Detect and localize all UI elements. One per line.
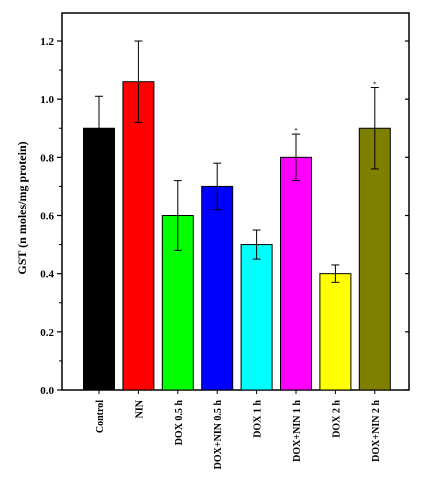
bar xyxy=(280,156,312,391)
x-tick-label: DOX 2 h xyxy=(331,400,342,438)
bar xyxy=(240,244,273,391)
y-tick-label: 0.6 xyxy=(40,211,54,223)
x-tick-label: DOX+NIN 2 h xyxy=(371,400,382,462)
significance-marker: * xyxy=(373,81,377,89)
bar xyxy=(319,273,352,391)
bar xyxy=(358,127,391,391)
bar xyxy=(83,127,115,391)
y-axis-title: GST (n moles/mg protein) xyxy=(15,141,29,274)
y-tick-label: 1.2 xyxy=(40,36,54,48)
plot-frame xyxy=(61,12,410,391)
x-axis: Control NIN DOX 0.5 h DOX+NIN 0.5 h DOX 1 h D… xyxy=(95,390,382,469)
bars: ** xyxy=(83,40,391,391)
y-tick-label: 1.0 xyxy=(40,94,54,106)
significance-marker: * xyxy=(294,127,298,135)
x-tick-label: DOX+NIN 0.5 h xyxy=(213,400,224,470)
y-axis: 0.0 0.2 0.4 0.6 0.8 1.0 1.2 xyxy=(40,36,409,397)
y-tick-label: 0.0 xyxy=(40,385,54,397)
y-tick-label: 0.2 xyxy=(40,327,54,339)
bar xyxy=(122,81,155,391)
x-tick-label: DOX+NIN 1 h xyxy=(292,400,303,462)
x-tick-label: DOX 1 h xyxy=(253,400,264,438)
bar xyxy=(201,185,234,391)
x-tick-label: DOX 0.5 h xyxy=(174,400,185,446)
y-tick-label: 0.4 xyxy=(40,269,54,281)
y-tick-label: 0.8 xyxy=(40,152,54,164)
x-tick-label: Control xyxy=(95,400,106,433)
x-tick-label: NIN xyxy=(134,399,145,418)
